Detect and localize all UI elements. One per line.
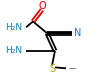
Text: S: S — [49, 64, 55, 74]
Text: H₂N: H₂N — [5, 23, 23, 32]
Text: H₂N: H₂N — [5, 46, 23, 55]
Text: O: O — [38, 1, 46, 11]
Text: N: N — [74, 28, 82, 38]
Text: —: — — [69, 65, 75, 71]
